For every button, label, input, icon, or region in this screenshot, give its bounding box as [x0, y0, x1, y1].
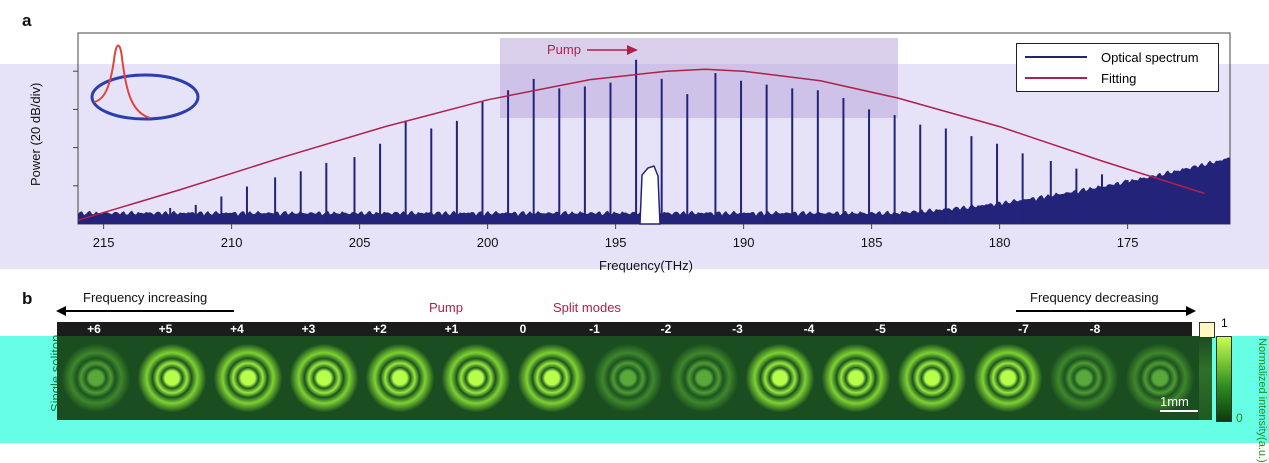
mode-image [437, 336, 515, 420]
x-tick-label: 195 [605, 235, 627, 250]
x-axis-label: Frequency(THz) [599, 258, 693, 273]
mode-label: +5 [158, 322, 173, 336]
x-tick-label: 180 [989, 235, 1011, 250]
pump-annotation: Pump [547, 42, 581, 57]
x-tick-label: 185 [861, 235, 883, 250]
x-tick-label: 200 [477, 235, 499, 250]
frequency-decreasing-label: Frequency decreasing [1030, 290, 1159, 305]
scale-bar-label: 1mm [1160, 394, 1189, 409]
mode-label: +6 [87, 322, 101, 336]
mode-image [285, 336, 363, 420]
x-tick-label: 190 [733, 235, 755, 250]
chart-legend: Optical spectrum Fitting [1016, 43, 1219, 92]
soliton-ring-icon [90, 44, 200, 121]
split-modes-label: Split modes [553, 300, 621, 315]
mode-image [57, 336, 135, 420]
mode-image [1121, 336, 1199, 420]
x-tick-label: 205 [349, 235, 371, 250]
mode-label: -4 [803, 322, 815, 336]
mode-image [209, 336, 287, 420]
mode-label: -3 [732, 322, 743, 336]
left-arrow-icon [56, 306, 234, 316]
pump-highlight-box [500, 38, 898, 118]
mode-image-strip [57, 336, 1212, 420]
panel-a-letter: a [22, 11, 32, 30]
mode-label: +2 [373, 322, 387, 336]
spectrum-chart: 215 210 205 200 195 190 185 180 175 [73, 32, 1231, 250]
scale-bar [1160, 410, 1198, 412]
y-axis-label: Power (20 dB/div) [28, 82, 43, 186]
fitting-curve [77, 68, 1205, 221]
legend-item-optical-spectrum: Optical spectrum [1025, 49, 1199, 65]
right-arrow-icon [1016, 306, 1196, 316]
mode-image [817, 336, 895, 420]
mode-image [133, 336, 211, 420]
legend-label: Optical spectrum [1101, 49, 1199, 65]
mode-label: -6 [946, 322, 958, 336]
legend-label: Fitting [1101, 70, 1137, 86]
mode-label: +3 [301, 322, 316, 336]
colorbar-max: 1 [1221, 316, 1228, 330]
mode-image [1045, 336, 1123, 420]
mode-label: 0 [519, 322, 527, 336]
colorbar-min: 0 [1236, 411, 1243, 425]
mode-label: -8 [1089, 322, 1101, 336]
legend-swatch [1025, 56, 1087, 58]
mode-label: -7 [1018, 322, 1029, 336]
mode-label: -2 [660, 322, 672, 336]
legend-item-fitting: Fitting [1025, 70, 1136, 86]
mode-label-strip: +6 +5 +4 +3 +2 +1 0 -1 -2 -3 -4 -5 -6 -7 -8 [57, 322, 1192, 336]
x-tick-label: 175 [1117, 235, 1139, 250]
mode-image [665, 336, 743, 420]
colorbar-top-swatch [1199, 322, 1215, 338]
pump-arrow-icon [587, 45, 638, 55]
pump-mode-label: Pump [429, 300, 463, 315]
colorbar-label: Normalized intensity(a.u.) [1256, 338, 1268, 463]
x-tick-label: 215 [93, 235, 115, 250]
frequency-increasing-label: Frequency increasing [83, 290, 208, 305]
panel-b-letter: b [22, 289, 33, 308]
noise-floor [78, 157, 1230, 224]
mode-label: +4 [230, 322, 244, 336]
filter-notch [639, 165, 661, 225]
mode-label: -1 [589, 322, 600, 336]
mode-image [969, 336, 1047, 420]
mode-image [361, 336, 439, 420]
mode-label: +1 [444, 322, 459, 336]
mode-image [589, 336, 667, 420]
mode-image [741, 336, 819, 420]
legend-swatch [1025, 77, 1087, 79]
colorbar [1216, 336, 1232, 422]
x-tick-label: 210 [221, 235, 243, 250]
mode-image [513, 336, 591, 420]
mode-label: -5 [875, 322, 886, 336]
mode-image [893, 336, 971, 420]
